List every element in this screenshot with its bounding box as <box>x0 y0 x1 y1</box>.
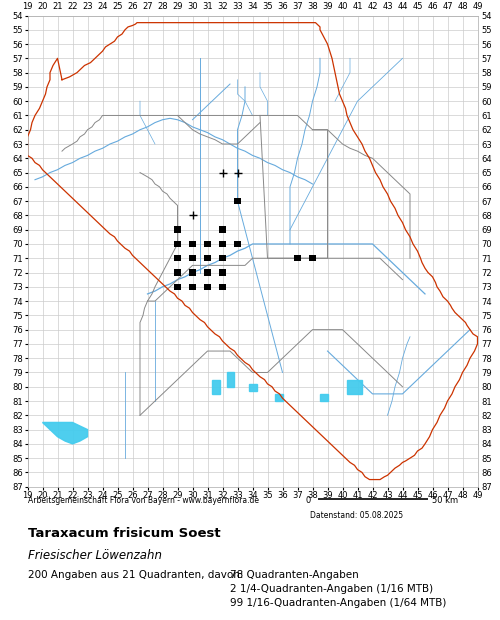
Bar <box>174 269 181 276</box>
Bar <box>174 283 181 290</box>
Text: 200 Angaben aus 21 Quadranten, davon:: 200 Angaben aus 21 Quadranten, davon: <box>28 570 243 580</box>
Bar <box>204 283 211 290</box>
Bar <box>174 241 181 247</box>
Polygon shape <box>212 379 220 394</box>
Bar <box>219 283 226 290</box>
Text: 0: 0 <box>305 496 310 505</box>
Polygon shape <box>347 379 362 394</box>
Bar <box>309 255 316 262</box>
Bar <box>219 269 226 276</box>
Polygon shape <box>227 373 234 387</box>
Bar <box>189 283 196 290</box>
Polygon shape <box>250 384 257 391</box>
Text: Taraxacum frisicum Soest: Taraxacum frisicum Soest <box>28 527 220 540</box>
Bar <box>174 255 181 262</box>
Bar <box>204 255 211 262</box>
Polygon shape <box>320 394 328 401</box>
Text: 2 1/4-Quadranten-Angaben (1/16 MTB): 2 1/4-Quadranten-Angaben (1/16 MTB) <box>230 584 433 594</box>
Text: 99 1/16-Quadranten-Angaben (1/64 MTB): 99 1/16-Quadranten-Angaben (1/64 MTB) <box>230 598 446 608</box>
Polygon shape <box>42 422 88 444</box>
Bar <box>204 241 211 247</box>
Text: 78 Quadranten-Angaben: 78 Quadranten-Angaben <box>230 570 359 580</box>
Polygon shape <box>275 394 282 401</box>
Bar <box>294 255 301 262</box>
Text: Friesischer Löwenzahn: Friesischer Löwenzahn <box>28 549 162 562</box>
Bar <box>189 255 196 262</box>
Text: Datenstand: 05.08.2025: Datenstand: 05.08.2025 <box>310 512 403 521</box>
Bar <box>234 198 241 205</box>
Bar <box>189 269 196 276</box>
Bar <box>174 226 181 233</box>
Bar <box>189 241 196 247</box>
Bar <box>219 226 226 233</box>
Bar <box>204 269 211 276</box>
Text: 50 km: 50 km <box>432 496 458 505</box>
Bar <box>219 255 226 262</box>
Text: Arbeitsgemeinschaft Flora von Bayern - www.bayernflora.de: Arbeitsgemeinschaft Flora von Bayern - w… <box>28 496 258 505</box>
Bar <box>219 241 226 247</box>
Bar <box>234 241 241 247</box>
